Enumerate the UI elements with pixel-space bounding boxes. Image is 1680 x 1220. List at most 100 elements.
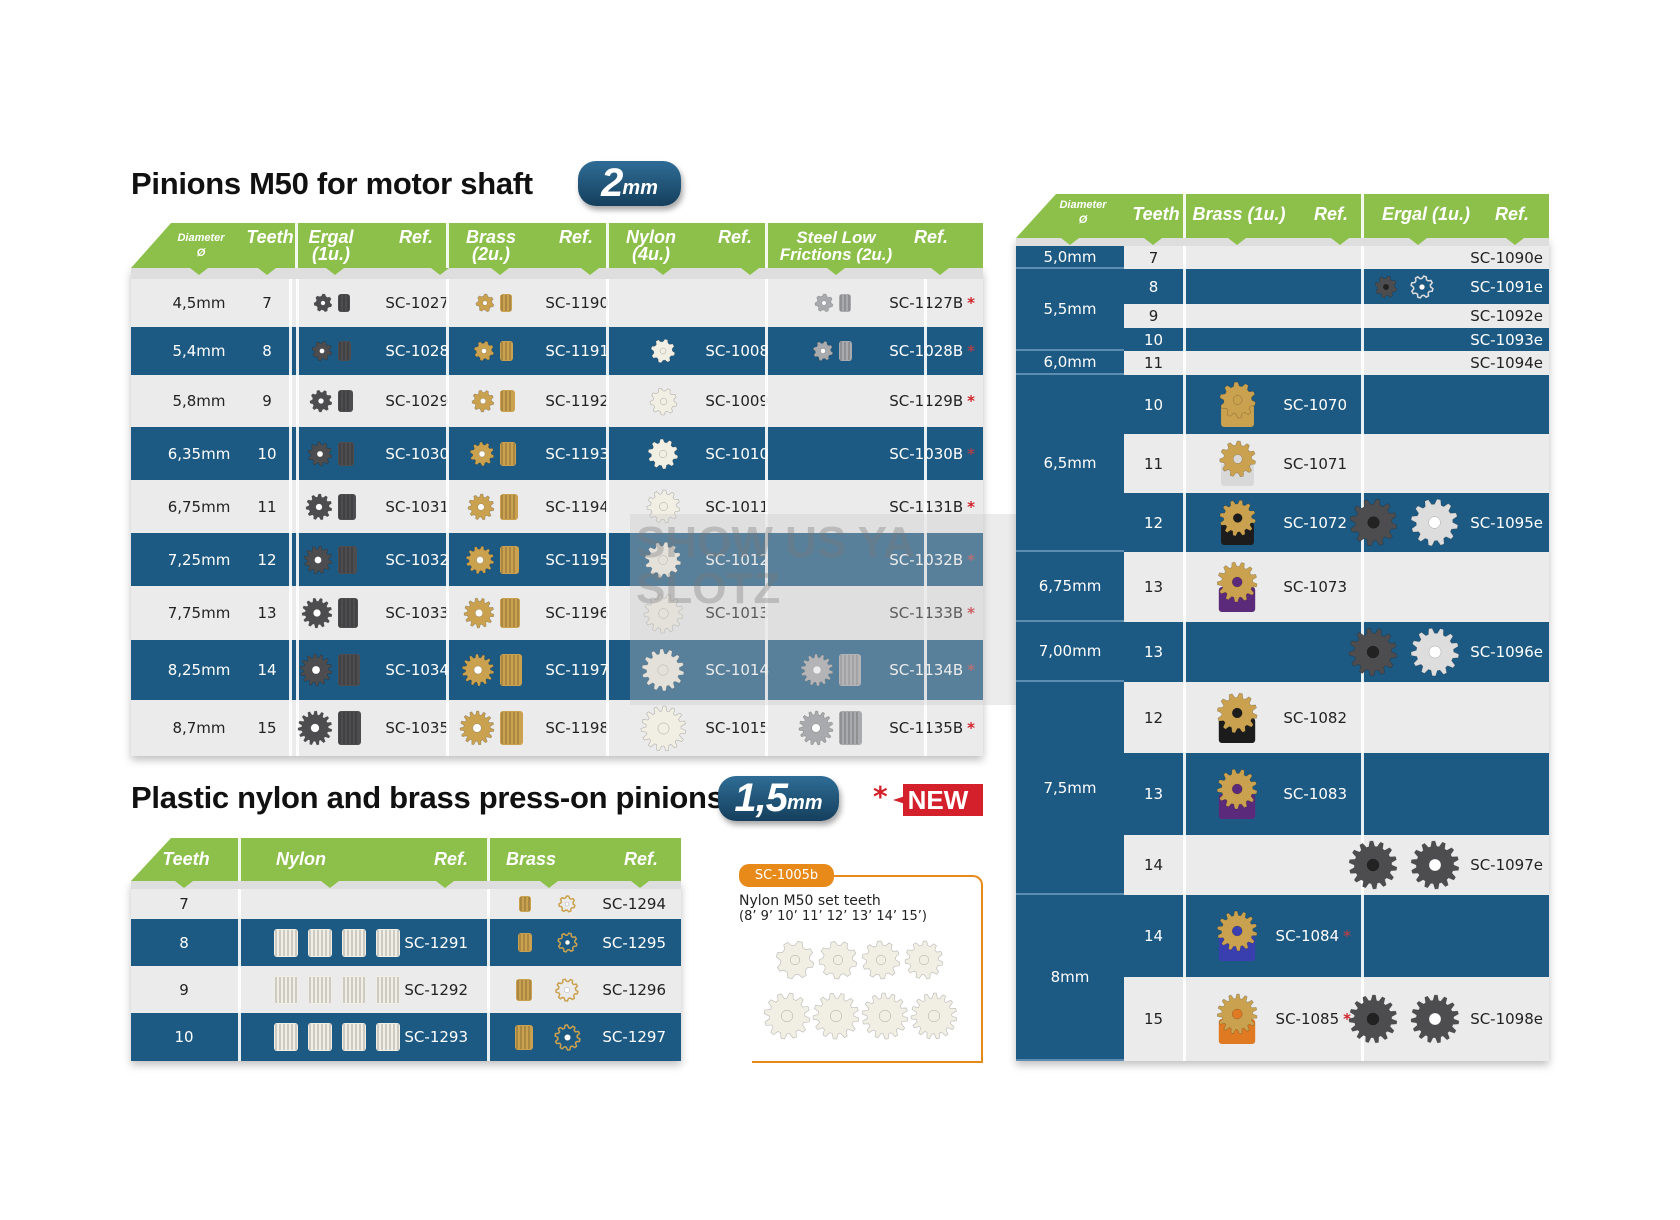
nylon-ref-cell: SC-1010 xyxy=(705,444,769,463)
column-divider xyxy=(1183,269,1186,304)
ergal-pinion-icon xyxy=(337,597,359,629)
brass-ref-cell: SC-1296 xyxy=(602,980,666,999)
steel-ref-cell: SC-1032B* xyxy=(889,551,975,569)
brass-pinion-icon xyxy=(459,710,495,746)
steel-ref-cell: SC-1134B* xyxy=(889,661,975,679)
brass-pinion-icon xyxy=(1214,381,1261,428)
column-divider xyxy=(296,375,299,427)
chevron-icon xyxy=(431,268,449,275)
column-divider xyxy=(1361,895,1364,977)
nylon-pinion-icon xyxy=(307,928,333,958)
column-divider xyxy=(1183,552,1186,622)
diameter-cell: 7,00mm xyxy=(1016,622,1124,682)
chevron-icon xyxy=(631,881,649,888)
brass-pinion-icon xyxy=(465,545,495,575)
ergal-pinion-icon xyxy=(337,293,351,313)
header-brass-ref: Ref. xyxy=(558,227,593,247)
teeth-cell: 7 xyxy=(1148,248,1159,267)
diameter-cell: 7,5mm xyxy=(1016,682,1124,895)
column-divider xyxy=(765,480,768,533)
brass-ref-cell xyxy=(1347,331,1351,349)
column-divider xyxy=(289,533,292,586)
header-nylon: Nylon (4u.) xyxy=(625,227,676,264)
column-divider xyxy=(1183,194,1186,238)
press-on-header-strip xyxy=(131,881,681,889)
column-divider xyxy=(1183,434,1186,493)
ergal-pinion-icon xyxy=(303,545,333,575)
table-row: 12 SC-1072 SC-1095e xyxy=(1124,493,1549,552)
brass-ref-cell: SC-1194 xyxy=(545,497,609,516)
brass-ref-cell: SC-1192 xyxy=(545,392,609,410)
ergal-pinion-icon xyxy=(1349,498,1398,547)
teeth-cell: 15 xyxy=(1143,1010,1164,1028)
chevron-icon xyxy=(1228,238,1246,245)
ergal-gear-icon xyxy=(1410,627,1460,677)
ergal-pinion-icon xyxy=(305,493,333,521)
column-divider xyxy=(238,889,241,919)
column-divider xyxy=(1183,328,1186,351)
steel-pinion-icon xyxy=(800,653,834,687)
column-divider xyxy=(606,640,609,700)
nylon-pinion-icon xyxy=(341,975,367,1005)
ergal-ref-cell: SC-1096e xyxy=(1470,643,1543,661)
table-row: 4,5mm 7 SC-1027 SC-1190 SC-1127B* xyxy=(131,279,983,327)
main-header-strip xyxy=(131,268,983,279)
teeth-cell: 13 xyxy=(1143,785,1164,803)
ergal-ref-cell: SC-1095e xyxy=(1470,513,1543,532)
chevron-icon xyxy=(1409,238,1427,245)
nylon-ref-cell: SC-1014 xyxy=(705,661,769,679)
diameter-cell: 5,0mm xyxy=(1016,246,1124,269)
teeth-cell: 11 xyxy=(1143,354,1164,372)
header-brass: Brass (2u.) xyxy=(465,227,517,264)
nylon-pinion-icon xyxy=(861,940,901,980)
brass-pinion-icon xyxy=(499,710,524,746)
column-divider xyxy=(1361,246,1364,269)
new-star-icon: * xyxy=(967,444,975,463)
header-nylon-ref: Ref. xyxy=(433,849,468,869)
ergal-ref-cell: SC-1031 xyxy=(385,497,449,516)
brass-ref-text: SC-1085 xyxy=(1275,1010,1340,1028)
column-divider xyxy=(924,700,927,756)
table-row: 6,75mm 11 SC-1031 SC-1194 SC-1011 SC-1131B* xyxy=(131,480,983,533)
chevron-icon xyxy=(827,268,845,275)
ergal-ref-cell: SC-1035 xyxy=(385,719,449,737)
brass-ref-cell xyxy=(1347,307,1351,325)
diameter-cell: 4,5mm xyxy=(172,294,226,312)
teeth-cell: 14 xyxy=(1143,856,1164,874)
column-divider xyxy=(1361,753,1364,835)
column-divider xyxy=(924,480,927,533)
brass-pinion-icon xyxy=(517,932,533,953)
brass-pinion-icon xyxy=(1211,768,1263,820)
chevron-icon xyxy=(1061,238,1079,245)
header-teeth: Teeth xyxy=(246,227,294,247)
table-row: 11 SC-1071 xyxy=(1124,434,1549,493)
column-divider xyxy=(924,640,927,700)
brass-ref-cell xyxy=(1347,249,1351,267)
teeth-cell: 12 xyxy=(257,550,277,569)
diameter-cell: 7,25mm xyxy=(167,550,231,569)
badge-number: 1,5 xyxy=(734,776,788,820)
column-divider xyxy=(765,586,768,640)
teeth-cell: 12 xyxy=(1143,513,1164,532)
column-divider xyxy=(296,640,299,700)
teeth-cell: 10 xyxy=(174,1028,194,1046)
brass-pinion-icon xyxy=(499,389,516,413)
column-divider xyxy=(487,889,490,919)
chevron-icon xyxy=(321,881,339,888)
table-row: 8 SC-1291 SC-1295 xyxy=(131,919,681,966)
new-star-icon: * xyxy=(967,342,975,360)
ergal-gear-icon xyxy=(1410,994,1460,1044)
column-divider xyxy=(296,586,299,640)
brass-ref-cell: SC-1070 xyxy=(1283,396,1351,414)
brass-pinion-icon xyxy=(1214,440,1261,487)
new-badge: NEW xyxy=(893,784,983,816)
table-row: 6,35mm 10 SC-1030 SC-1193 SC-1010 SC-1030B* xyxy=(131,427,983,480)
teeth-cell: 10 xyxy=(257,444,277,463)
column-divider xyxy=(238,1013,241,1061)
header-nylon: Nylon xyxy=(275,849,326,869)
teeth-cell: 7 xyxy=(262,294,272,312)
diameter-cell: 5,8mm xyxy=(172,392,226,410)
brass-pinion-icon xyxy=(515,978,533,1002)
nylon-pinion-icon xyxy=(273,1022,299,1052)
column-divider xyxy=(446,640,449,700)
